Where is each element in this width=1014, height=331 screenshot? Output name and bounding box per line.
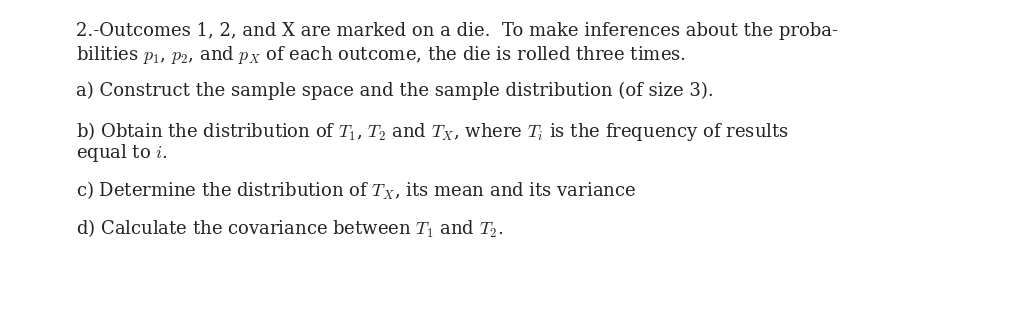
Text: bilities $p_1$, $p_2$, and $p_X$ of each outcome, the die is rolled three times.: bilities $p_1$, $p_2$, and $p_X$ of each… [76,44,686,66]
Text: equal to $i$.: equal to $i$. [76,142,168,164]
Text: b) Obtain the distribution of $T_1$, $T_2$ and $T_X$, where $T_i$ is the frequen: b) Obtain the distribution of $T_1$, $T_… [76,120,789,143]
Text: d) Calculate the covariance between $T_1$ and $T_2$.: d) Calculate the covariance between $T_1… [76,218,503,240]
Text: 2.-Outcomes 1, 2, and X are marked on a die.  To make inferences about the proba: 2.-Outcomes 1, 2, and X are marked on a … [76,22,838,40]
Text: a) Construct the sample space and the sample distribution (of size 3).: a) Construct the sample space and the sa… [76,82,714,100]
Text: c) Determine the distribution of $T_X$, its mean and its variance: c) Determine the distribution of $T_X$, … [76,180,637,202]
